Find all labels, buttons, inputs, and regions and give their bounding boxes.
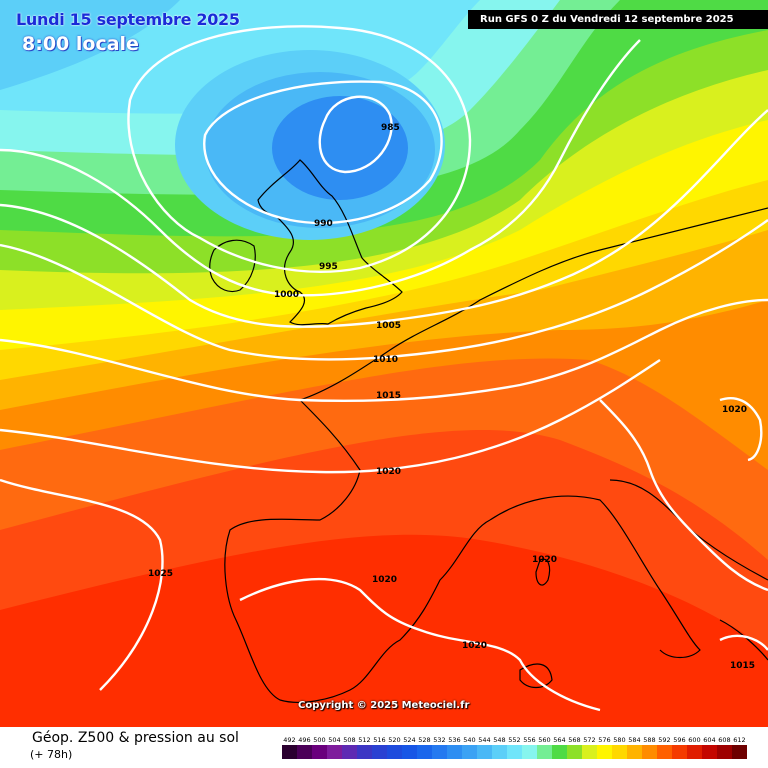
isobar-label: 1025 (148, 569, 173, 579)
scale-value: 504 (328, 736, 340, 744)
scale-value: 520 (388, 736, 400, 744)
legend-footer: Géop. Z500 & pression au sol (+ 78h) 492… (0, 727, 768, 768)
weather-map: 985 990 995 1000 1005 1010 1015 1020 102… (0, 0, 768, 727)
scale-swatch (372, 745, 387, 759)
scale-swatch (522, 745, 537, 759)
scale-swatch (282, 745, 297, 759)
scale-value: 580 (613, 736, 625, 744)
forecast-time: 8:00 locale (22, 33, 139, 55)
scale-swatch (642, 745, 657, 759)
scale-swatch (732, 745, 747, 759)
scale-value: 568 (568, 736, 580, 744)
isobar-label: 990 (314, 219, 333, 229)
scale-value: 512 (358, 736, 370, 744)
scale-swatch (627, 745, 642, 759)
scale-swatch (417, 745, 432, 759)
scale-value: 524 (403, 736, 415, 744)
isobar-label: 1020 (532, 555, 557, 565)
scale-value: 556 (523, 736, 535, 744)
scale-value: 532 (433, 736, 445, 744)
scale-swatch (312, 745, 327, 759)
forecast-date: Lundi 15 septembre 2025 (16, 10, 240, 29)
scale-value: 552 (508, 736, 520, 744)
scale-swatch (612, 745, 627, 759)
run-info-banner: Run GFS 0 Z du Vendredi 12 septembre 202… (468, 10, 768, 29)
scale-value: 516 (373, 736, 385, 744)
isobar-labels: 985 990 995 1000 1005 1010 1015 1020 102… (148, 123, 755, 671)
scale-value: 564 (553, 736, 565, 744)
isobar-label: 1015 (376, 391, 401, 401)
color-scale: 492 496 500 504 508 512 516 520 524 528 532 536 540 5… (282, 736, 747, 759)
scale-swatch (582, 745, 597, 759)
isobar-label: 1020 (376, 467, 401, 477)
scale-swatch (327, 745, 342, 759)
scale-swatch (507, 745, 522, 759)
map-parameter-title: Géop. Z500 & pression au sol (32, 730, 239, 746)
scale-value: 572 (583, 736, 595, 744)
scale-value: 604 (703, 736, 715, 744)
scale-value: 588 (643, 736, 655, 744)
scale-swatch (597, 745, 612, 759)
scale-swatch (357, 745, 372, 759)
isobars (0, 25, 768, 712)
isobar-label: 1020 (462, 641, 487, 651)
scale-value: 496 (298, 736, 310, 744)
scale-value: 544 (478, 736, 490, 744)
scale-swatch (432, 745, 447, 759)
isobar-label: 1005 (376, 321, 401, 331)
scale-swatch (492, 745, 507, 759)
scale-value: 592 (658, 736, 670, 744)
scale-swatch (672, 745, 687, 759)
scale-value: 596 (673, 736, 685, 744)
scale-swatch (717, 745, 732, 759)
isobar-label: 1000 (274, 290, 299, 300)
isobar-label: 1015 (730, 661, 755, 671)
forecast-lead-time: (+ 78h) (30, 748, 73, 761)
scale-swatch (702, 745, 717, 759)
scale-value: 548 (493, 736, 505, 744)
scale-value: 536 (448, 736, 460, 744)
scale-swatch (537, 745, 552, 759)
scale-swatch (657, 745, 672, 759)
coastlines (209, 159, 768, 703)
scale-value: 612 (733, 736, 745, 744)
scale-value: 584 (628, 736, 640, 744)
copyright-notice: Copyright © 2025 Meteociel.fr (298, 700, 470, 711)
scale-swatch (552, 745, 567, 759)
scale-swatch (567, 745, 582, 759)
scale-value: 508 (343, 736, 355, 744)
scale-value: 600 (688, 736, 700, 744)
scale-value: 540 (463, 736, 475, 744)
isobar-label: 995 (319, 262, 338, 272)
scale-value: 576 (598, 736, 610, 744)
isobar-label: 1020 (372, 575, 397, 585)
scale-value: 492 (283, 736, 295, 744)
scale-swatch (447, 745, 462, 759)
scale-value: 500 (313, 736, 325, 744)
scale-swatch (477, 745, 492, 759)
scale-swatch (297, 745, 312, 759)
scale-swatch (687, 745, 702, 759)
scale-value: 608 (718, 736, 730, 744)
scale-value: 528 (418, 736, 430, 744)
isobar-label: 985 (381, 123, 400, 133)
isobar-label: 1010 (373, 355, 398, 365)
scale-swatch (387, 745, 402, 759)
scale-swatch (462, 745, 477, 759)
scale-swatch (342, 745, 357, 759)
scale-value: 560 (538, 736, 550, 744)
isobar-label: 1020 (722, 405, 747, 415)
scale-swatch (402, 745, 417, 759)
